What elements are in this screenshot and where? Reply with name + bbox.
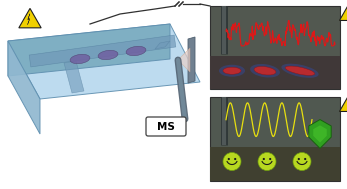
Polygon shape bbox=[339, 93, 347, 112]
Circle shape bbox=[258, 153, 276, 170]
Polygon shape bbox=[64, 61, 84, 93]
FancyBboxPatch shape bbox=[210, 147, 340, 181]
Circle shape bbox=[304, 158, 306, 160]
Circle shape bbox=[293, 153, 311, 170]
FancyBboxPatch shape bbox=[146, 117, 186, 136]
Ellipse shape bbox=[223, 67, 241, 74]
Polygon shape bbox=[178, 48, 190, 72]
Circle shape bbox=[234, 158, 236, 160]
Ellipse shape bbox=[70, 54, 90, 64]
Ellipse shape bbox=[254, 67, 276, 75]
FancyBboxPatch shape bbox=[210, 97, 340, 181]
Polygon shape bbox=[27, 14, 30, 25]
Polygon shape bbox=[8, 24, 200, 99]
Circle shape bbox=[263, 158, 265, 160]
FancyBboxPatch shape bbox=[210, 56, 340, 89]
Ellipse shape bbox=[281, 64, 319, 78]
Polygon shape bbox=[8, 24, 170, 76]
Circle shape bbox=[269, 158, 271, 160]
Circle shape bbox=[298, 158, 300, 160]
Ellipse shape bbox=[126, 46, 146, 56]
Circle shape bbox=[228, 158, 230, 160]
Ellipse shape bbox=[250, 64, 280, 77]
Polygon shape bbox=[19, 8, 41, 28]
Ellipse shape bbox=[98, 50, 118, 60]
Polygon shape bbox=[188, 37, 195, 83]
Polygon shape bbox=[8, 41, 40, 134]
Polygon shape bbox=[29, 35, 176, 67]
Polygon shape bbox=[339, 2, 347, 20]
Ellipse shape bbox=[219, 65, 245, 77]
Circle shape bbox=[223, 153, 241, 170]
Text: MS: MS bbox=[157, 122, 175, 132]
Polygon shape bbox=[313, 125, 327, 143]
Polygon shape bbox=[155, 41, 170, 49]
FancyBboxPatch shape bbox=[210, 6, 340, 89]
Ellipse shape bbox=[285, 66, 315, 75]
Polygon shape bbox=[309, 120, 331, 148]
